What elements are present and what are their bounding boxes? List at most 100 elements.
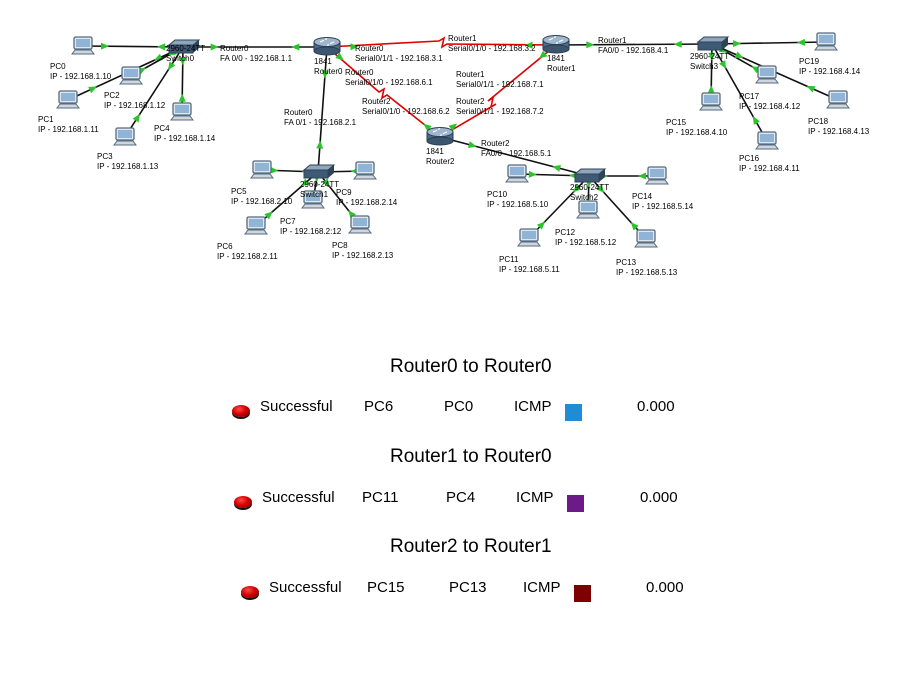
label-line: PC6 — [217, 242, 233, 251]
pc-icon[interactable] — [353, 161, 377, 180]
label-line: IP - 192.168.2.13 — [332, 250, 394, 260]
link-up-icon — [316, 140, 324, 149]
label-line: IP - 192.168.1.12 — [104, 100, 166, 110]
ethernet-link — [124, 46, 184, 138]
label-line: PC16 — [739, 154, 760, 163]
label-line: 1841 — [426, 147, 444, 156]
label-line: IP - 192.168.5.10 — [487, 199, 549, 209]
pc-icon[interactable] — [517, 228, 541, 247]
serial-link — [326, 36, 557, 49]
pc4-label: PC4 IP - 192.168.1.14 — [154, 124, 215, 143]
label-line: IP - 192.168.1.14 — [154, 133, 216, 143]
pc-icon[interactable] — [56, 90, 80, 109]
router-icon[interactable] — [426, 127, 454, 146]
label-line: IP - 192.168.2.11 — [217, 251, 278, 261]
pc-icon[interactable] — [826, 90, 850, 109]
label-line: IP - 192.168.5.14 — [632, 201, 694, 211]
router1-label: 1841 Router1 — [547, 54, 575, 73]
pc-icon[interactable] — [119, 66, 143, 85]
link-up-icon — [350, 43, 359, 51]
destination-text: PC4 — [446, 489, 476, 506]
device-layer — [56, 32, 850, 248]
pc-icon[interactable] — [634, 229, 658, 248]
label-line: PC2 — [104, 91, 120, 100]
label-line: PC0 — [50, 62, 66, 71]
label-line: FA 0/0 - 192.168.1.1 — [220, 53, 293, 63]
router2-label: 1841 Router2 — [426, 147, 454, 166]
status-text: Successful — [269, 579, 342, 596]
label-line: IP - 192.168.5.12 — [555, 237, 617, 247]
router2-s010-label: Router2 Serial0/1/0 - 192.168.6.2 — [362, 97, 450, 116]
pc-icon[interactable] — [71, 36, 95, 55]
label-line: PC11 — [499, 255, 519, 264]
pdu-row[interactable]: Successful PC11 PC4 ICMP 0.000 — [234, 489, 694, 513]
pdu-row[interactable]: Successful PC6 PC0 ICMP 0.000 — [232, 398, 692, 422]
label-line: PC8 — [332, 241, 348, 250]
label-line: 2960-24TT — [166, 44, 206, 53]
pc13-label: PC13 IP - 192.168.5.13 — [616, 258, 677, 277]
pc-icon[interactable] — [755, 131, 779, 150]
router0-fa01-label: Router0 FA 0/1 - 192.168.2.1 — [284, 108, 356, 127]
label-line: Router1 — [456, 70, 485, 79]
time-text: 0.000 — [637, 398, 675, 415]
link-up-icon — [168, 61, 176, 71]
pc-icon[interactable] — [814, 32, 838, 51]
pc9-label: PC9 IP - 192.168.2.14 — [336, 188, 397, 207]
pc-icon[interactable] — [505, 164, 529, 183]
switch-icon[interactable] — [302, 164, 336, 179]
router-icon[interactable] — [313, 37, 341, 56]
pc-icon[interactable] — [301, 190, 325, 209]
pdu-row[interactable]: Successful PC15 PC13 ICMP 0.000 — [241, 579, 701, 603]
link-up-icon — [719, 60, 727, 69]
switch-icon[interactable] — [167, 39, 201, 54]
label-line: PC1 — [38, 115, 54, 124]
link-up-icon — [596, 184, 605, 193]
ethernet-link — [711, 41, 827, 45]
link-up-icon — [291, 43, 300, 51]
ethernet-link — [711, 43, 768, 142]
label-line: Router1 — [598, 36, 627, 45]
link-up-icon — [536, 221, 545, 230]
pc-icon[interactable] — [250, 160, 274, 179]
pc-icon[interactable] — [244, 216, 268, 235]
link-up-icon — [796, 38, 805, 46]
pc-icon[interactable] — [699, 92, 723, 111]
label-line: IP - 192.168.4.14 — [799, 66, 861, 76]
label-line: Serial0/1/1 - 192.168.3.1 — [355, 53, 443, 63]
label-line: IP - 192.168.4.11 — [739, 163, 800, 173]
link-up-icon — [270, 166, 279, 174]
link-up-icon — [752, 116, 760, 125]
label-line: PC3 — [97, 152, 113, 161]
pc16-label: PC16 IP - 192.168.4.11 — [739, 154, 800, 173]
link-up-icon — [707, 85, 715, 94]
pc5-label: PC5 IP - 192.168.2.10 — [231, 187, 292, 206]
label-line: Switch3 — [690, 61, 719, 71]
label-line: Serial0/1/0 - 192.168.3.2 — [448, 43, 536, 53]
switch-icon[interactable] — [573, 168, 607, 183]
router-icon[interactable] — [542, 35, 570, 54]
pc-icon[interactable] — [645, 166, 669, 185]
label-line: PC13 — [616, 258, 637, 267]
pc10-label: PC10 IP - 192.168.5.10 — [487, 190, 548, 209]
serial-link — [326, 46, 441, 138]
label-line: PC9 — [336, 188, 352, 197]
link-up-icon — [524, 41, 533, 49]
pc8-label: PC8 IP - 192.168.2.13 — [332, 241, 393, 260]
pc-icon[interactable] — [113, 127, 137, 146]
pc12-label: PC12 IP - 192.168.5.12 — [555, 228, 616, 247]
label-line: PC4 — [154, 124, 170, 133]
label-line: 2960-24TT — [300, 180, 340, 189]
pc-icon[interactable] — [170, 102, 194, 121]
pc19-label: PC19 IP - 192.168.4.14 — [799, 57, 860, 76]
pc-icon[interactable] — [576, 200, 600, 219]
link-up-icon — [733, 40, 742, 48]
switch-icon[interactable] — [696, 36, 730, 51]
label-line: 2960-24TT — [690, 52, 730, 61]
router0-label: 1841 Router0 — [314, 57, 342, 76]
source-text: PC6 — [364, 398, 394, 415]
pc-icon[interactable] — [348, 215, 372, 234]
type-text: ICMP — [514, 398, 552, 415]
ethernet-link — [528, 175, 590, 239]
label-line: IP - 192.168.1.10 — [50, 71, 112, 81]
pc-icon[interactable] — [755, 65, 779, 84]
